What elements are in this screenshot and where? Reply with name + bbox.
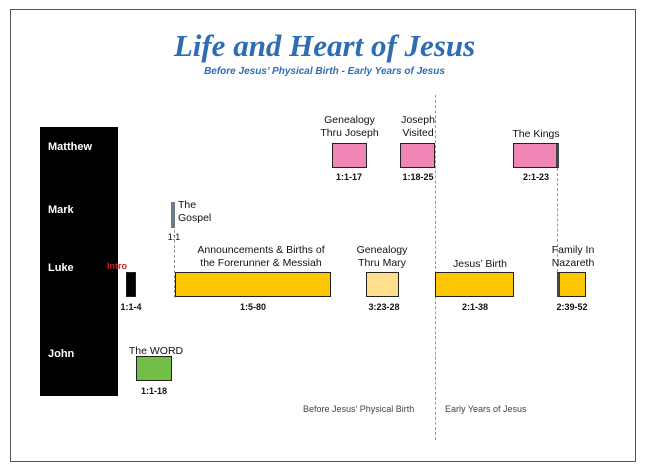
- diagram-frame: [10, 9, 636, 462]
- genealogy-mary-label: Genealogy Thru Mary: [356, 244, 408, 269]
- announcements-label: Announcements & Births of the Forerunner…: [197, 244, 325, 269]
- era-divider-line: [435, 95, 436, 440]
- jesus-birth-label: Jesus’ Birth: [453, 258, 507, 270]
- gospel-mark: Mark: [48, 204, 74, 216]
- era-early-label: Early Years of Jesus: [445, 404, 527, 414]
- gospel-matthew: Matthew: [48, 141, 92, 153]
- kings-connector-line: [557, 168, 558, 272]
- family-nazareth-label: Family In Nazareth: [551, 244, 595, 269]
- intro-label: Intro: [107, 261, 127, 271]
- announcements-ref: 1:5-80: [239, 302, 266, 312]
- joseph-visited-ref: 1:18-25: [402, 172, 434, 182]
- the-kings-ref: 2:1-23: [522, 172, 549, 182]
- genealogy-joseph-box: [332, 143, 367, 168]
- the-kings-label: The Kings: [512, 128, 560, 140]
- the-gospel-bar: [171, 202, 175, 228]
- gospel-john: John: [48, 348, 75, 360]
- the-kings-box: [513, 143, 559, 168]
- gospel-luke: Luke: [48, 262, 74, 274]
- the-word-label: The WORD: [128, 345, 184, 357]
- genealogy-mary-box: [366, 272, 399, 297]
- gospel-column: [40, 127, 118, 396]
- the-word-ref: 1:1-18: [140, 386, 167, 396]
- genealogy-mary-ref: 3:23-28: [368, 302, 400, 312]
- joseph-visited-label: Joseph Visited: [401, 114, 435, 139]
- jesus-birth-box: [435, 272, 514, 297]
- jesus-birth-ref: 2:1-38: [461, 302, 488, 312]
- announcements-box: [175, 272, 331, 297]
- the-gospel-label: The Gospel: [178, 199, 212, 224]
- intro-ref: 1:1-4: [120, 302, 142, 312]
- intro-box: [126, 272, 136, 297]
- page-title: Life and Heart of Jesus: [173, 28, 476, 63]
- family-nazareth-box: [557, 272, 586, 297]
- era-before-label: Before Jesus’ Physical Birth: [303, 404, 415, 414]
- gospel-connector-line: [174, 230, 175, 298]
- family-nazareth-ref: 2:39-52: [556, 302, 588, 312]
- genealogy-joseph-label: Genealogy Thru Joseph: [320, 114, 379, 139]
- joseph-visited-box: [400, 143, 435, 168]
- genealogy-joseph-ref: 1:1-17: [335, 172, 362, 182]
- the-word-box: [136, 356, 172, 381]
- page-subtitle: Before Jesus’ Physical Birth - Early Yea…: [204, 66, 445, 77]
- the-gospel-ref: 1:1: [167, 232, 181, 242]
